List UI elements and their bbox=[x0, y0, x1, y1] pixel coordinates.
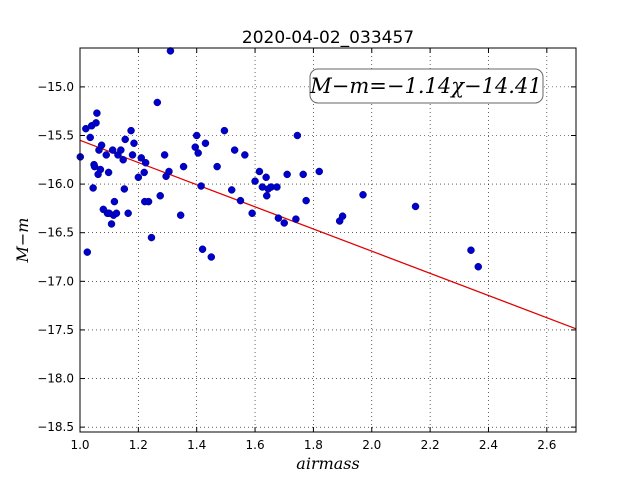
data-point bbox=[121, 135, 129, 144]
x-tick-label: 2.2 bbox=[421, 438, 440, 452]
x-axis-label: airmass bbox=[296, 454, 359, 473]
data-point bbox=[197, 182, 205, 190]
data-point bbox=[213, 162, 221, 171]
data-point bbox=[262, 192, 271, 200]
data-point bbox=[86, 133, 94, 142]
data-points bbox=[76, 47, 483, 271]
y-tick-label: −18.5 bbox=[37, 420, 74, 434]
data-point bbox=[315, 167, 323, 176]
data-point bbox=[359, 191, 367, 199]
data-point bbox=[262, 173, 270, 182]
data-point bbox=[96, 165, 105, 174]
data-point bbox=[198, 245, 207, 253]
data-point bbox=[147, 233, 156, 242]
chart-title: 2020-04-02_033457 bbox=[242, 28, 414, 48]
y-tick-label: −16.0 bbox=[37, 177, 74, 191]
data-point bbox=[110, 197, 119, 206]
data-point bbox=[474, 262, 483, 271]
data-point bbox=[207, 253, 216, 261]
data-point bbox=[411, 202, 420, 211]
data-point bbox=[273, 183, 281, 191]
data-point bbox=[230, 146, 239, 154]
y-tick-label: −17.0 bbox=[37, 274, 74, 288]
ticks: 1.0 1.2 1.4 1.6 1.8 2.0 2.2 2.4 2.6 −15.0 −15.5 −16… bbox=[37, 48, 576, 452]
data-point bbox=[176, 211, 185, 219]
data-point bbox=[104, 168, 113, 177]
grid bbox=[80, 48, 576, 432]
annotation-box bbox=[309, 68, 544, 104]
data-point bbox=[299, 170, 307, 179]
data-point bbox=[292, 215, 300, 223]
data-point bbox=[140, 168, 148, 177]
data-point bbox=[108, 146, 117, 154]
data-point bbox=[127, 126, 135, 135]
data-point bbox=[117, 146, 125, 154]
x-tick-label: 1.0 bbox=[70, 438, 89, 452]
fit-line bbox=[79, 139, 577, 330]
data-point bbox=[192, 131, 201, 140]
x-tick-label: 1.4 bbox=[187, 438, 206, 452]
data-point bbox=[107, 220, 116, 228]
data-point bbox=[128, 151, 137, 159]
data-point bbox=[274, 214, 283, 222]
data-point bbox=[280, 219, 288, 227]
y-tick-label: −16.5 bbox=[37, 226, 74, 240]
data-point bbox=[130, 139, 138, 148]
fit-line-layer bbox=[79, 139, 577, 330]
data-point bbox=[179, 162, 188, 171]
data-point bbox=[102, 151, 111, 159]
data-point bbox=[153, 98, 162, 107]
data-point bbox=[201, 139, 210, 148]
y-tick-label: −15.0 bbox=[37, 80, 74, 94]
data-point bbox=[165, 167, 173, 176]
data-point bbox=[83, 248, 92, 256]
y-axis-label: M−m bbox=[13, 218, 32, 264]
data-point bbox=[119, 156, 127, 164]
data-point bbox=[283, 170, 291, 179]
data-point bbox=[93, 109, 101, 117]
x-tick-label: 2.0 bbox=[362, 438, 381, 452]
plot-frame bbox=[79, 47, 577, 433]
data-point bbox=[141, 158, 150, 167]
data-point bbox=[156, 192, 164, 200]
data-point bbox=[120, 185, 129, 193]
x-tick-label: 1.6 bbox=[246, 438, 265, 452]
data-point bbox=[144, 197, 153, 206]
data-point bbox=[124, 209, 132, 218]
data-point bbox=[220, 126, 229, 135]
y-tick-label: −15.5 bbox=[37, 128, 74, 142]
data-point bbox=[89, 184, 97, 192]
data-point bbox=[293, 131, 302, 140]
data-point bbox=[338, 212, 347, 220]
data-point bbox=[134, 173, 143, 182]
data-point bbox=[166, 47, 175, 55]
data-point bbox=[241, 151, 249, 159]
data-point bbox=[251, 177, 259, 185]
data-point bbox=[194, 149, 202, 157]
fit-annotation: M−m=−1.14χ−14.41 bbox=[309, 68, 544, 104]
data-point bbox=[227, 186, 236, 194]
data-point bbox=[467, 246, 475, 254]
data-point bbox=[137, 154, 146, 162]
data-point bbox=[255, 167, 264, 176]
x-tick-label: 2.6 bbox=[537, 438, 556, 452]
y-tick-label: −17.5 bbox=[37, 323, 74, 337]
data-point bbox=[302, 196, 310, 205]
x-tick-label: 1.2 bbox=[129, 438, 148, 452]
y-tick-label: −18.0 bbox=[37, 372, 74, 386]
data-point bbox=[97, 141, 106, 149]
data-point bbox=[92, 119, 100, 127]
x-tick-label: 1.8 bbox=[304, 438, 323, 452]
fit-equation: M−m=−1.14χ−14.41 bbox=[309, 74, 541, 98]
data-point bbox=[248, 209, 256, 218]
data-point bbox=[160, 151, 169, 159]
data-point bbox=[112, 209, 121, 218]
x-tick-label: 2.4 bbox=[479, 438, 498, 452]
data-point bbox=[236, 196, 245, 205]
